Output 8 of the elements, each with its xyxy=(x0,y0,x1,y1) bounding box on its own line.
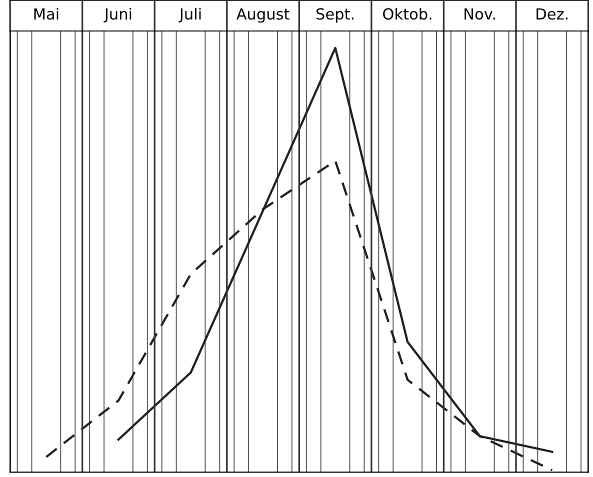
x-tick-label: August xyxy=(236,8,290,23)
x-tick-label: Juni xyxy=(104,8,132,23)
x-tick-label: Nov. xyxy=(464,8,495,20)
x-tick-label: Oktob. xyxy=(383,8,432,20)
x-tick-label: Dez. xyxy=(536,8,568,20)
x-tick-label: Sept. xyxy=(316,8,354,23)
x-tick-label: Juli xyxy=(178,8,201,23)
x-tick-label: Mai xyxy=(34,8,58,20)
